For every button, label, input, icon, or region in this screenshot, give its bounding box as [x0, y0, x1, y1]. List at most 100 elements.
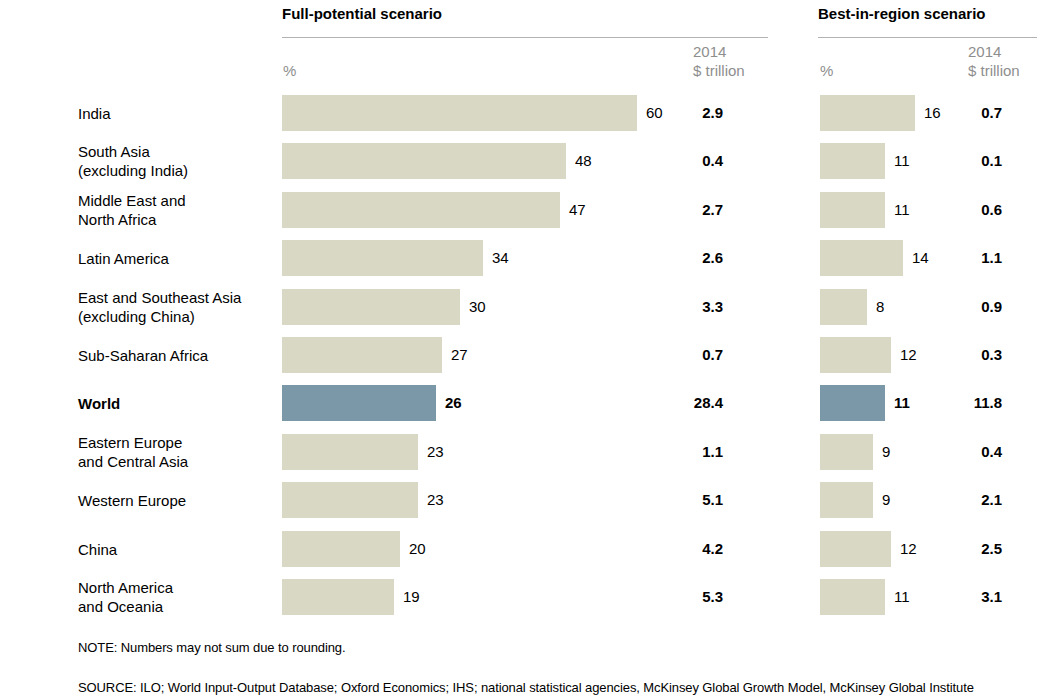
chart-row: North Americaand Oceania 19 5.3 113.1 — [0, 579, 1061, 615]
best-in-region-bar — [820, 385, 885, 421]
region-label-line: and Oceania — [78, 597, 276, 616]
chart-row: Eastern Europeand Central Asia231.190.4 — [0, 434, 1061, 470]
region-label-line: Sub-Saharan Africa — [78, 346, 276, 365]
region-label-line: Eastern Europe — [78, 433, 276, 452]
usd-header-year: 2014 — [693, 42, 745, 61]
full-potential-bar — [282, 95, 637, 131]
best-in-region-usd-value: 1.1 — [918, 240, 1002, 276]
exhibit-chart: Full-potential scenario Best-in-region s… — [0, 0, 1061, 700]
full-potential-percent-value: 47 — [569, 192, 586, 228]
region-label: China — [78, 531, 276, 567]
region-label: North Americaand Oceania — [78, 579, 276, 615]
full-potential-usd-value: 2.7 — [640, 192, 723, 228]
best-in-region-bar — [820, 531, 891, 567]
best-in-region-percent-value: 11 — [894, 385, 910, 421]
chart-row: Sub-Saharan Africa270.7120.3 — [0, 337, 1061, 373]
region-label: Middle East andNorth Africa — [78, 192, 276, 228]
region-label-line: South Asia — [78, 142, 276, 161]
best-in-region-usd-value: 0.4 — [918, 434, 1002, 470]
note: NOTE: Numbers may not sum due to roundin… — [78, 640, 345, 655]
best-in-region-percent-value: 11 — [894, 579, 910, 615]
best-in-region-usd-value: 0.9 — [918, 289, 1002, 325]
best-in-region-usd-value: 2.1 — [918, 482, 1002, 518]
best-in-region-bar — [820, 192, 885, 228]
full-potential-bar — [282, 289, 460, 325]
full-potential-percent-value: 23 — [427, 434, 444, 470]
full-potential-rule — [282, 37, 768, 38]
full-potential-percent-value: 26 — [445, 385, 462, 421]
best-in-region-usd-value: 3.1 — [918, 579, 1002, 615]
source: SOURCE: ILO; World Input-Output Database… — [78, 680, 974, 695]
region-label: Eastern Europeand Central Asia — [78, 434, 276, 470]
full-potential-bar — [282, 192, 560, 228]
percent-header-best-in-region: % — [820, 61, 833, 80]
best-in-region-usd-value: 0.3 — [918, 337, 1002, 373]
full-potential-bar — [282, 531, 400, 567]
region-label: South Asia(excluding India) — [78, 143, 276, 179]
best-in-region-percent-value: 11 — [894, 143, 910, 179]
full-potential-bar — [282, 434, 418, 470]
full-potential-title: Full-potential scenario — [282, 5, 442, 22]
region-label-line: World — [78, 394, 276, 413]
full-potential-usd-value: 5.3 — [640, 579, 723, 615]
best-in-region-bar — [820, 434, 873, 470]
region-label-line: (excluding China) — [78, 307, 276, 326]
region-label: Latin America — [78, 240, 276, 276]
region-label: Sub-Saharan Africa — [78, 337, 276, 373]
full-potential-usd-value: 0.4 — [640, 143, 723, 179]
region-label: World — [78, 385, 276, 421]
usd-header-year: 2014 — [968, 42, 1020, 61]
region-label-line: and Central Asia — [78, 452, 276, 471]
best-in-region-percent-value: 8 — [876, 289, 884, 325]
region-label: India — [78, 95, 276, 131]
full-potential-bar — [282, 143, 566, 179]
best-in-region-bar — [820, 337, 891, 373]
full-potential-percent-value: 19 — [403, 579, 420, 615]
chart-row: Western Europe235.192.1 — [0, 482, 1061, 518]
region-label-line: (excluding India) — [78, 161, 276, 180]
region-label-line: Western Europe — [78, 491, 276, 510]
full-potential-percent-value: 48 — [575, 143, 592, 179]
full-potential-percent-value: 34 — [492, 240, 509, 276]
best-in-region-usd-value: 0.1 — [918, 143, 1002, 179]
chart-row: World 26 28.4 1111.8 — [0, 385, 1061, 421]
best-in-region-bar — [820, 482, 873, 518]
percent-header-full-potential: % — [283, 61, 296, 80]
region-label-line: North America — [78, 578, 276, 597]
region-label: East and Southeast Asia(excluding China) — [78, 289, 276, 325]
full-potential-percent-value: 23 — [427, 482, 444, 518]
chart-row: East and Southeast Asia(excluding China)… — [0, 289, 1061, 325]
best-in-region-usd-value: 0.7 — [918, 95, 1002, 131]
full-potential-percent-value: 20 — [409, 531, 426, 567]
full-potential-bar — [282, 385, 436, 421]
best-in-region-usd-value: 0.6 — [918, 192, 1002, 228]
best-in-region-usd-value: 2.5 — [918, 531, 1002, 567]
region-label-line: Middle East and — [78, 191, 276, 210]
best-in-region-percent-value: 9 — [882, 434, 890, 470]
best-in-region-percent-value: 9 — [882, 482, 890, 518]
best-in-region-bar — [820, 95, 915, 131]
full-potential-usd-value: 4.2 — [640, 531, 723, 567]
full-potential-usd-value: 2.6 — [640, 240, 723, 276]
chart-row: Middle East andNorth Africa 47 2.7 110.6 — [0, 192, 1061, 228]
region-label: Western Europe — [78, 482, 276, 518]
best-in-region-bar — [820, 240, 903, 276]
region-label-line: East and Southeast Asia — [78, 288, 276, 307]
best-in-region-title: Best-in-region scenario — [818, 5, 986, 22]
full-potential-usd-value: 28.4 — [640, 385, 723, 421]
region-label-line: China — [78, 540, 276, 559]
best-in-region-percent-value: 11 — [894, 192, 910, 228]
usd-header-unit: $ trillion — [693, 61, 745, 80]
region-label-line: North Africa — [78, 210, 276, 229]
chart-row: Latin America342.6141.1 — [0, 240, 1061, 276]
best-in-region-percent-value: 12 — [900, 337, 917, 373]
best-in-region-bar — [820, 579, 885, 615]
best-in-region-bar — [820, 289, 867, 325]
usd-header-unit: $ trillion — [968, 61, 1020, 80]
best-in-region-usd-value: 11.8 — [918, 385, 1002, 421]
full-potential-percent-value: 30 — [469, 289, 486, 325]
region-label-line: Latin America — [78, 249, 276, 268]
full-potential-bar — [282, 240, 483, 276]
full-potential-usd-value: 2.9 — [640, 95, 723, 131]
chart-row: China204.2122.5 — [0, 531, 1061, 567]
